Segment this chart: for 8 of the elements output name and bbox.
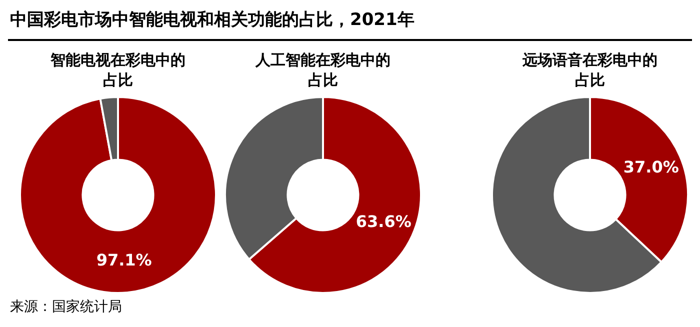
chart-title: 智能电视在彩电中的占比	[50, 50, 186, 90]
data-label: 63.6%	[356, 212, 412, 231]
chart-title: 人工智能在彩电中的占比	[254, 50, 392, 90]
chart-title: 远场语音在彩电中的占比	[522, 50, 658, 90]
text: 中国彩电市场中智能电视和相关功能的占比，2021年	[10, 9, 414, 31]
data-label: 37.0%	[623, 158, 679, 177]
data-label: 97.1%	[96, 250, 152, 270]
source-note: 来源：国家统计局	[10, 298, 122, 316]
